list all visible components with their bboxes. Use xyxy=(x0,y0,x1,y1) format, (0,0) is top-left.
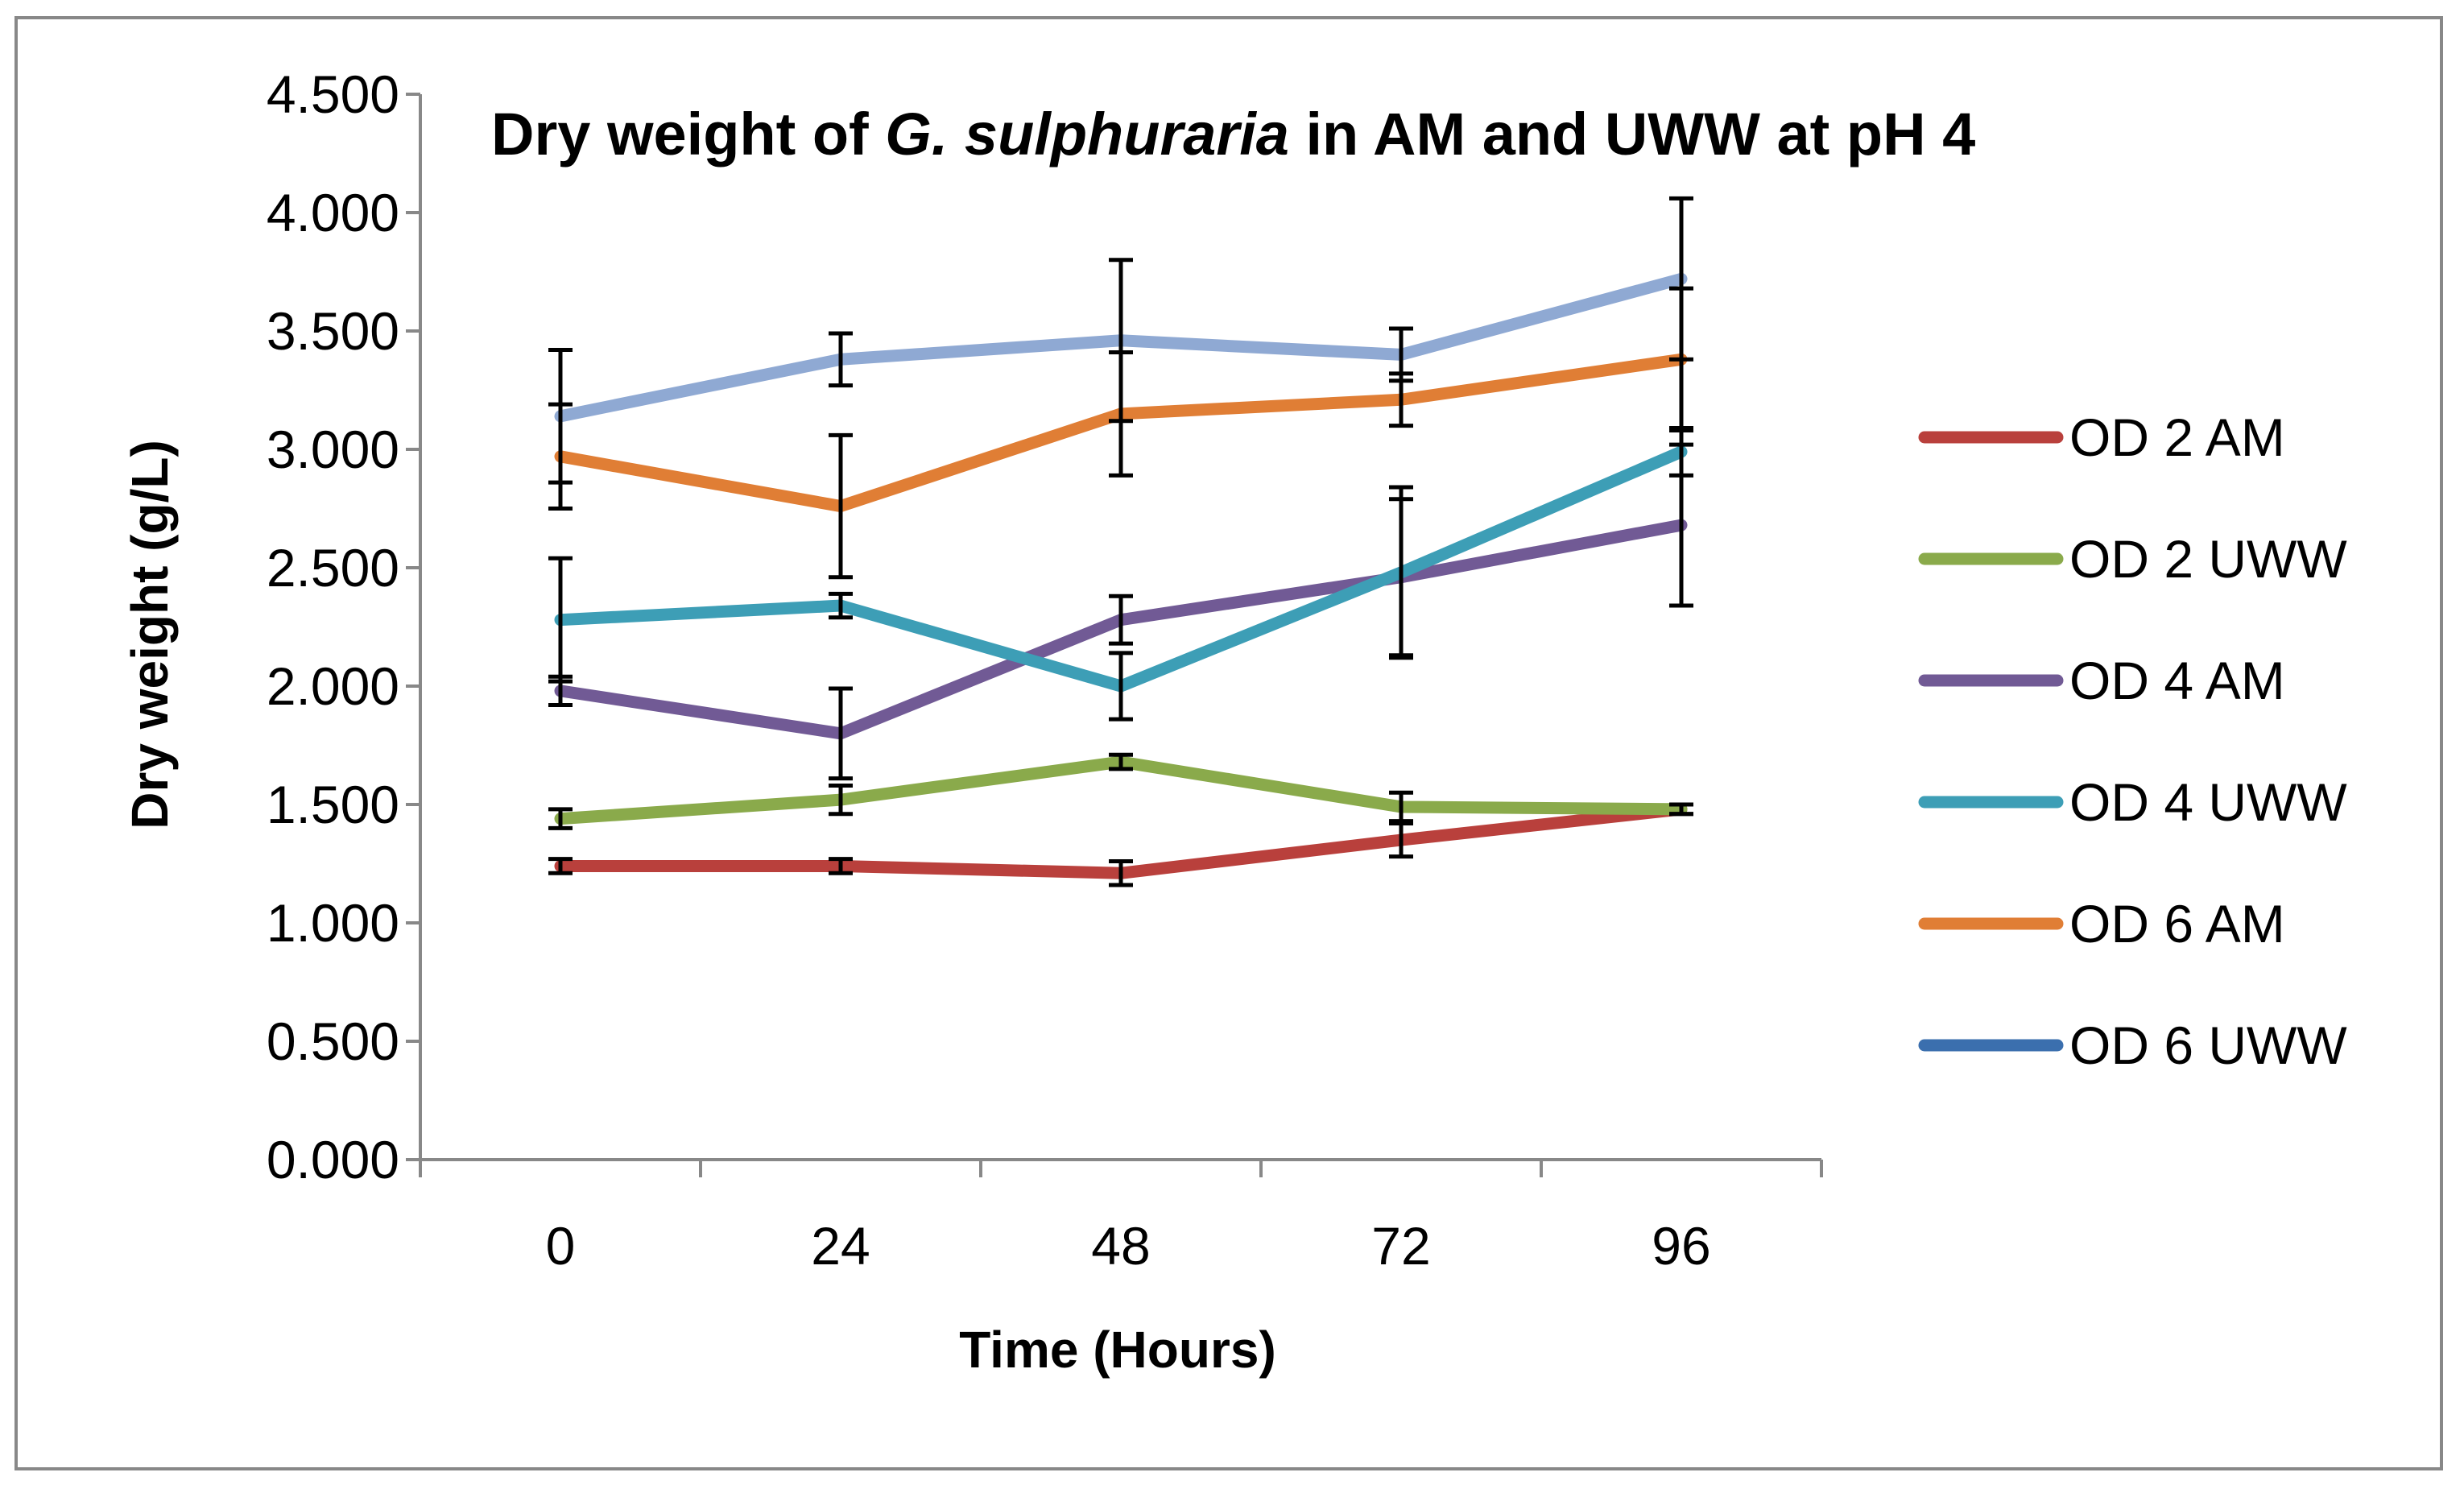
y-axis-title: Dry weight (g/L) xyxy=(121,440,179,829)
error-bar xyxy=(548,556,573,684)
error-bar xyxy=(829,686,853,781)
error-bar xyxy=(1109,651,1133,722)
error-bar xyxy=(1109,859,1133,887)
y-tick-label: 3.000 xyxy=(267,420,399,479)
error-bar xyxy=(1109,258,1133,424)
legend-label: OD 2 AM xyxy=(2069,407,2285,467)
error-bar xyxy=(1389,790,1413,824)
x-tick-label: 48 xyxy=(1091,1216,1150,1276)
legend-label: OD 2 UWW xyxy=(2069,529,2347,589)
error-bar xyxy=(1109,752,1133,771)
y-tick-label: 1.000 xyxy=(267,893,399,953)
error-bar xyxy=(1669,802,1693,817)
legend-label: OD 6 AM xyxy=(2069,894,2285,953)
error-bar xyxy=(1389,485,1413,660)
y-tick-label: 4.000 xyxy=(267,183,399,242)
error-bar xyxy=(829,591,853,620)
legend-item: OD 2 AM xyxy=(1918,407,2285,467)
x-tick-label: 96 xyxy=(1652,1216,1710,1276)
x-tick-label: 72 xyxy=(1371,1216,1430,1276)
x-tick-label: 24 xyxy=(811,1216,870,1276)
x-tick-label: 0 xyxy=(546,1216,576,1276)
error-bars xyxy=(548,196,1693,887)
x-axis-title: Time (Hours) xyxy=(959,1321,1276,1379)
chart-title-suffix: in AM and UWW at pH 4 xyxy=(1289,101,1975,168)
error-bar xyxy=(829,783,853,817)
legend-label: OD 6 UWW xyxy=(2069,1015,2347,1075)
error-bar xyxy=(1389,821,1413,859)
y-tick-label: 2.500 xyxy=(267,538,399,598)
error-bar xyxy=(1669,196,1693,362)
y-tick-label: 0.500 xyxy=(267,1011,399,1071)
error-bar xyxy=(1109,594,1133,646)
error-bar xyxy=(1389,326,1413,383)
y-tick-label: 2.000 xyxy=(267,656,399,716)
error-bar xyxy=(829,857,853,875)
legend-label: OD 4 AM xyxy=(2069,651,2285,710)
error-bar xyxy=(829,331,853,388)
y-tick-label: 1.500 xyxy=(267,775,399,834)
chart-title: Dry weight of G. sulphuraria in AM and U… xyxy=(491,101,1975,168)
error-bar xyxy=(548,807,573,830)
error-bar xyxy=(548,857,573,875)
error-bar xyxy=(829,432,853,580)
chart-title-prefix: Dry weight of xyxy=(491,101,885,168)
y-tick-label: 3.500 xyxy=(267,301,399,361)
y-tick-label: 4.500 xyxy=(267,64,399,124)
legend-item: OD 2 UWW xyxy=(1918,529,2347,589)
error-bar xyxy=(548,348,573,485)
legend-item: OD 6 UWW xyxy=(1918,1015,2347,1075)
legend: OD 2 AM OD 2 UWW OD 4 AM OD 4 UWW OD 6 AM OD … xyxy=(1918,407,2347,1075)
legend-item: OD 4 AM xyxy=(1918,651,2285,710)
y-axis: 0.000 0.500 1.000 1.500 2.000 2.500 3.000 3.500… xyxy=(267,64,422,1189)
legend-item: OD 6 AM xyxy=(1918,894,2285,953)
legend-label: OD 4 UWW xyxy=(2069,772,2347,832)
legend-item: OD 4 UWW xyxy=(1918,772,2347,832)
y-tick-label: 0.000 xyxy=(267,1130,399,1189)
chart-title-italic: G. sulphuraria xyxy=(885,101,1289,168)
x-axis: 0 24 48 72 96 xyxy=(419,1158,1823,1276)
